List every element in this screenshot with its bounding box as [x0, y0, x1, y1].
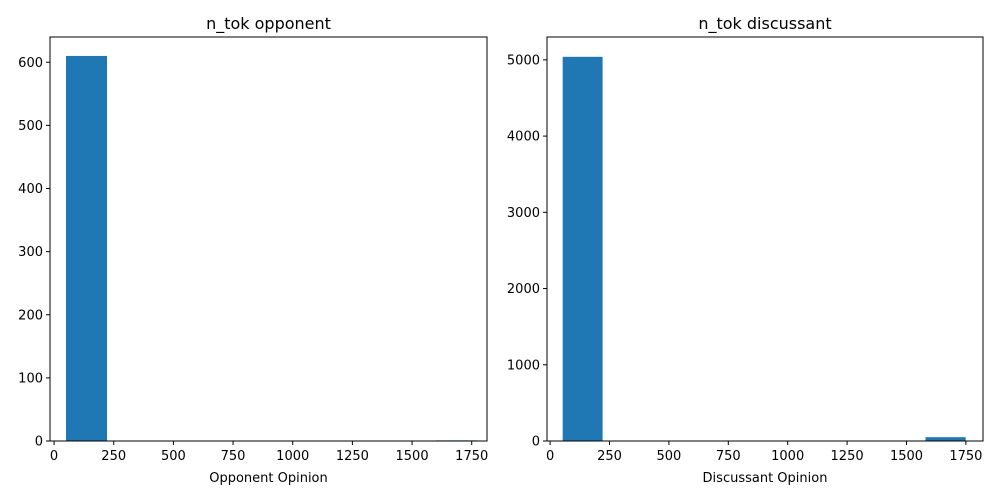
chart-left-xtick-label: 250 — [101, 449, 126, 464]
chart-left-bar — [65, 55, 108, 441]
chart-right: n_tok discussant 0 250 500 750 1000 1250 1500 1… — [507, 14, 984, 486]
chart-right-xtick-label: 1000 — [771, 449, 804, 464]
chart-right-xtick-label: 1250 — [831, 449, 864, 464]
chart-left-xtick-label: 750 — [221, 449, 246, 464]
chart-right-ytick-label: 1000 — [507, 358, 540, 373]
chart-right-xtick-label: 1750 — [949, 449, 982, 464]
chart-left-ytick-label: 100 — [18, 371, 43, 386]
chart-left-xlabel: Opponent Opinion — [209, 471, 328, 486]
chart-left-bars — [65, 55, 478, 441]
chart-right-xtick-label: 750 — [716, 449, 741, 464]
chart-left-xticks: 0 250 500 750 1000 1250 1500 1750 — [50, 441, 488, 464]
chart-right-yticks: 0 1000 2000 3000 4000 5000 — [507, 53, 547, 450]
chart-right-title: n_tok discussant — [698, 14, 831, 34]
chart-right-xticks: 0 250 500 750 1000 1250 1500 1750 — [546, 441, 982, 464]
chart-left-xtick-label: 0 — [50, 449, 58, 464]
chart-right-ytick-label: 5000 — [507, 53, 540, 68]
chart-left-ytick-label: 300 — [18, 245, 43, 260]
chart-right-xtick-label: 250 — [597, 449, 622, 464]
chart-left-xtick-label: 1750 — [455, 449, 488, 464]
chart-right-bar — [562, 56, 603, 441]
chart-right-ytick-label: 3000 — [507, 206, 540, 221]
chart-right-xtick-label: 500 — [656, 449, 681, 464]
chart-left-title: n_tok opponent — [206, 14, 331, 34]
chart-right-frame — [546, 36, 984, 442]
chart-right-bars — [562, 56, 966, 441]
chart-right-ytick-label: 4000 — [507, 130, 540, 145]
chart-left-yticks: 0 100 200 300 400 500 600 — [18, 56, 50, 450]
chart-right-ytick-label: 2000 — [507, 282, 540, 297]
chart-right-bar — [925, 437, 966, 441]
chart-right-xtick-label: 1500 — [890, 449, 923, 464]
chart-left-xtick-label: 1000 — [276, 449, 309, 464]
chart-left-frame — [49, 36, 488, 442]
chart-right-xtick-label: 0 — [546, 449, 554, 464]
chart-left-ytick-label: 200 — [18, 308, 43, 323]
chart-left-ytick-label: 500 — [18, 119, 43, 134]
chart-left-ytick-label: 600 — [18, 56, 43, 71]
chart-left-xtick-label: 1250 — [336, 449, 369, 464]
chart-left-xtick-label: 500 — [161, 449, 186, 464]
chart-left: n_tok opponent 0 250 500 750 1000 1250 1500 175… — [18, 14, 488, 486]
chart-left-xtick-label: 1500 — [396, 449, 429, 464]
chart-right-ytick-label: 0 — [532, 435, 540, 450]
chart-left-ytick-label: 400 — [18, 182, 43, 197]
chart-left-ytick-label: 0 — [35, 435, 43, 450]
chart-right-xlabel: Discussant Opinion — [703, 471, 828, 486]
